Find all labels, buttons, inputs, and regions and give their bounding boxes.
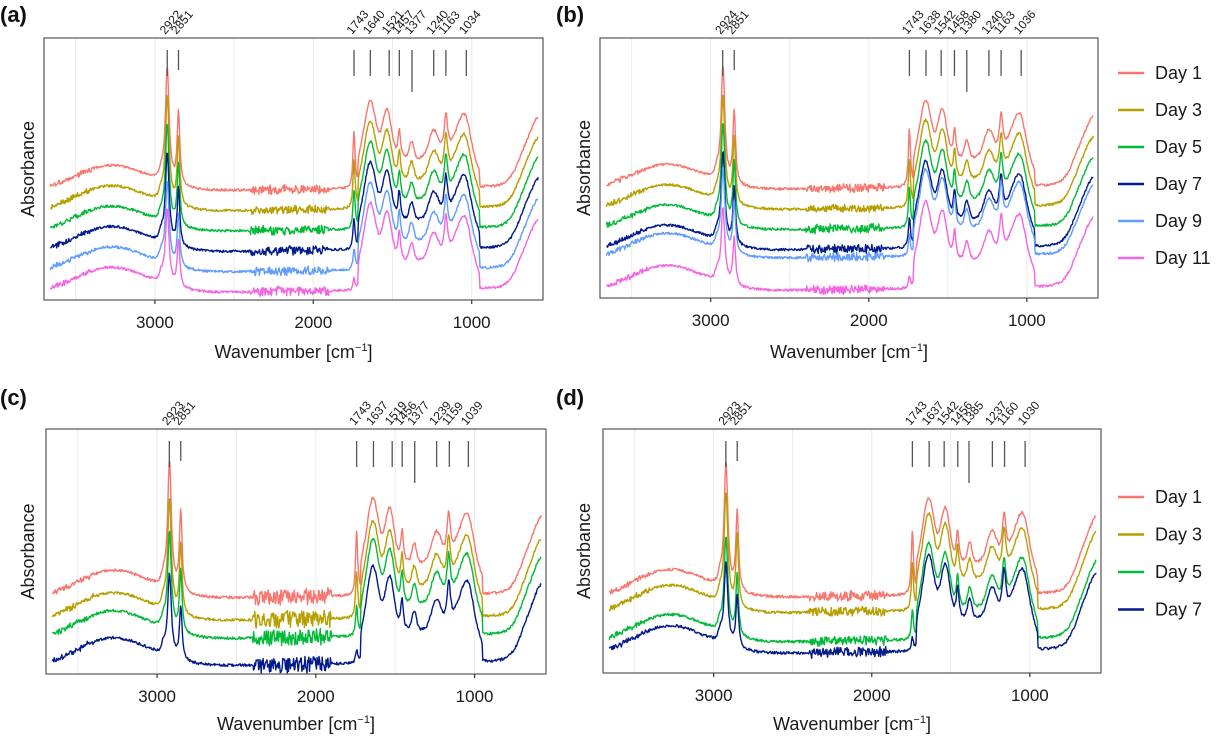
x-tick-label: 1000 [456,687,494,706]
series-line-day-7 [51,564,542,674]
x-axis-label: Wavenumber [cm−1] [215,342,373,362]
legend: Day 1 Day 3 Day 5 Day 7 Day 9 Day 11 [1118,63,1211,268]
series-line-day-3 [605,94,1094,213]
series-line-day-11 [606,199,1094,295]
series-line-day-1 [49,68,539,195]
x-tick-label: 3000 [695,686,733,705]
x-axis-label: Wavenumber [cm−1] [770,342,928,362]
legend-label: Day 5 [1155,137,1202,157]
x-tick-label: 1000 [453,313,491,332]
y-axis-label: Absorbance [18,121,38,217]
series-line-day-5 [608,536,1097,647]
legend-label: Day 9 [1155,211,1202,231]
series-line-day-7 [608,553,1097,659]
plot-frame [602,428,1102,674]
legend-label: Day 5 [1155,562,1202,582]
plot-frame [599,37,1099,299]
series-line-day-1 [606,65,1094,194]
series-line-day-7 [49,152,539,257]
x-tick-label: 2000 [850,311,888,330]
series-line-day-3 [49,94,539,215]
series-line-day-1 [608,461,1097,602]
legend-label: Day 1 [1155,63,1202,83]
x-tick-label: 3000 [136,313,174,332]
series-line-day-9 [49,181,539,277]
series-line-day-3 [51,498,542,629]
y-axis-label: Absorbance [18,503,38,599]
peak-marker-label: 1036 [1011,7,1039,37]
series-line-day-7 [606,151,1094,255]
x-tick-label: 2000 [294,313,332,332]
x-tick-label: 3000 [138,687,176,706]
legend: Day 1 Day 3 Day 5 Day 7 [1118,487,1202,620]
legend-label: Day 11 [1155,248,1211,268]
x-axis-label: Wavenumber [cm−1] [773,714,931,734]
panel-label: (c) [0,385,27,410]
series-line-day-1 [51,460,542,606]
y-axis-label: Absorbance [574,503,594,599]
legend-label: Day 3 [1155,525,1202,545]
legend-label: Day 7 [1155,174,1202,194]
y-axis-label: Absorbance [574,120,594,216]
x-tick-label: 2000 [297,687,335,706]
x-tick-label: 3000 [692,311,730,330]
legend-label: Day 3 [1155,100,1202,120]
peak-marker-label: 1030 [1015,398,1043,428]
peak-marker-label: 1039 [458,398,486,428]
x-axis-label: Wavenumber [cm−1] [217,714,375,734]
series-line-day-11 [49,201,539,297]
x-tick-label: 1000 [1008,311,1046,330]
plot-frame [43,37,544,301]
legend-label: Day 1 [1155,487,1202,507]
series-line-day-3 [608,492,1097,617]
x-tick-label: 1000 [1011,686,1049,705]
series-line-day-5 [605,123,1094,235]
legend-label: Day 7 [1155,600,1202,620]
series-line-day-5 [49,123,539,236]
series-line-day-9 [605,166,1094,263]
x-tick-label: 2000 [853,686,891,705]
panel-label: (a) [0,2,27,27]
panel-label: (d) [556,385,584,410]
peak-marker-label: 1034 [456,7,484,37]
series-line-day-5 [51,530,542,647]
panel-label: (b) [556,2,584,27]
plot-frame [45,428,547,675]
